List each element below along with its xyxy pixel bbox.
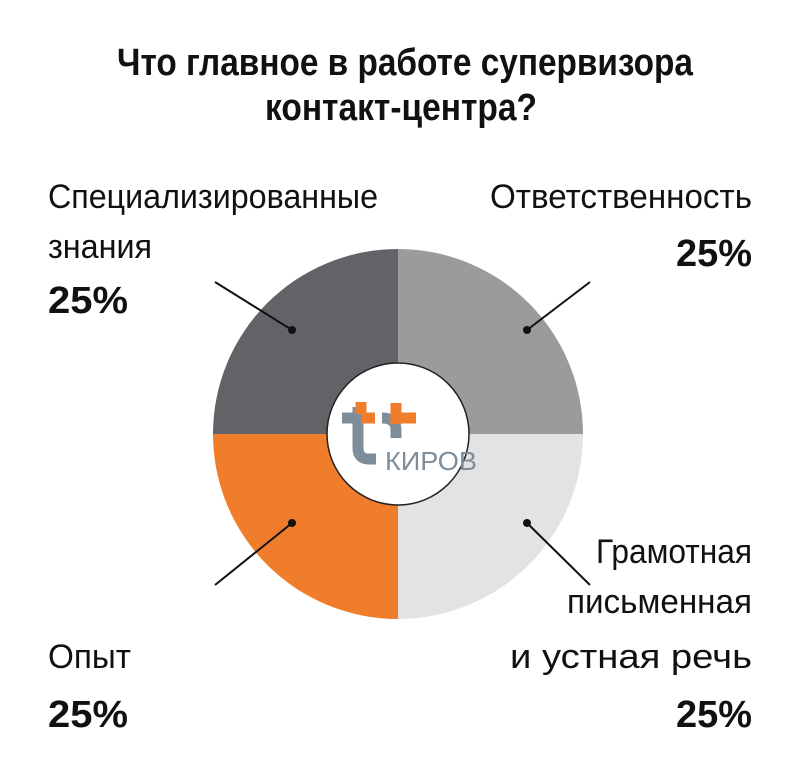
- chart-title-line-2: контакт-центра?: [265, 87, 537, 129]
- leader-line-experience: [214, 522, 293, 586]
- donut-slice-0: [398, 249, 583, 434]
- center-logo: КИРОВ: [326, 362, 477, 506]
- leader-dot-responsibility: [523, 326, 531, 334]
- leader-dot-knowledge: [288, 326, 296, 334]
- leader-line-responsibility: [526, 281, 591, 331]
- donut-slice-3: [213, 249, 398, 434]
- label-experience: Опыт 25%: [48, 638, 131, 736]
- slice-label: Специализированные: [48, 178, 378, 216]
- donut-slice-2: [213, 434, 398, 619]
- slice-label: Опыт: [48, 638, 131, 676]
- leader-dots: [288, 326, 531, 527]
- slice-label: знания: [48, 228, 152, 266]
- leader-line-knowledge: [214, 281, 293, 331]
- logo-text: КИРОВ: [385, 446, 477, 476]
- leader-line-speech: [526, 522, 591, 586]
- donut-slices: [213, 249, 583, 619]
- tele2-logo-icon: [342, 402, 416, 465]
- slice-label: письменная: [567, 583, 752, 621]
- data-label: 25%: [48, 280, 128, 322]
- data-label: 25%: [676, 694, 752, 736]
- label-speech: Грамотная письменная и устная речь 25%: [510, 533, 752, 736]
- slice-label: Грамотная: [596, 533, 752, 571]
- data-label: 25%: [48, 694, 128, 736]
- leader-dot-speech: [523, 519, 531, 527]
- slice-label: и устная речь: [510, 638, 752, 676]
- slice-label: Ответственность: [490, 178, 752, 216]
- data-label: 25%: [676, 233, 752, 275]
- leader-lines: [214, 281, 591, 586]
- leader-dot-experience: [288, 519, 296, 527]
- label-knowledge: Специализированные знания 25%: [48, 178, 378, 322]
- donut-slice-1: [398, 434, 583, 619]
- label-responsibility: Ответственность 25%: [490, 178, 752, 275]
- chart-title-line-1: Что главное в работе супервизора: [117, 42, 694, 84]
